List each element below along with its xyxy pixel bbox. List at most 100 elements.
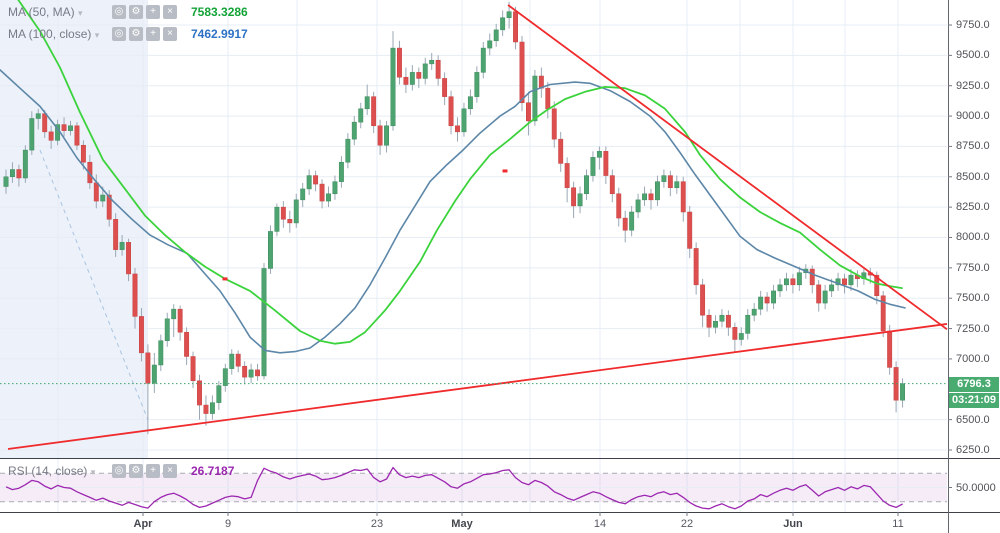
indicator-value: 26.7187 (191, 464, 235, 478)
candle-body (10, 169, 15, 178)
close-icon[interactable]: × (163, 5, 177, 19)
indicator-label[interactable]: MA (100, close) ▾ (8, 27, 100, 41)
candle-body (719, 314, 725, 322)
candle-body (106, 194, 112, 220)
candle-body (551, 108, 557, 140)
candle-body (151, 364, 157, 384)
indicator-toolbar: ◎ ⚙ + × (112, 27, 177, 41)
close-icon[interactable]: × (163, 464, 177, 478)
visibility-icon[interactable]: ◎ (112, 5, 126, 19)
candle-body (203, 404, 209, 414)
candle-body (42, 113, 48, 133)
candle-body (706, 314, 712, 328)
price-axis-label: 8750.0 (956, 140, 990, 153)
time-axis-label: Apr (133, 518, 153, 530)
settings-icon[interactable]: ⚙ (129, 27, 143, 41)
candle-body (848, 274, 854, 286)
candle-body (693, 248, 699, 286)
candle-body (171, 308, 177, 320)
candle-body (480, 47, 486, 73)
rsi-line (5, 466, 903, 510)
candle-body (622, 217, 628, 231)
legend-row-ma50: MA (50, MA) ▾ ◎ ⚙ + × 7583.3286 (8, 4, 248, 20)
candle-body (177, 308, 183, 333)
candle-body (564, 163, 570, 188)
trendline[interactable] (7, 323, 948, 450)
price-axis-label: 7750.0 (956, 261, 990, 274)
trendline[interactable] (507, 4, 948, 331)
candle-body (35, 113, 41, 119)
price-axis-label: 9250.0 (956, 79, 990, 92)
candle-body (603, 151, 609, 176)
candle-body (242, 365, 248, 378)
candle-body (874, 274, 880, 297)
candle-body (571, 187, 577, 207)
time-axis-label: 11 (892, 518, 904, 530)
candle-body (545, 87, 551, 110)
candle-body (377, 125, 383, 146)
ma50-line (17, 0, 903, 345)
add-icon[interactable]: + (146, 27, 160, 41)
candle-body (596, 151, 602, 158)
visibility-icon[interactable]: ◎ (112, 27, 126, 41)
candle-body (222, 368, 228, 386)
candle-body (358, 108, 364, 123)
candle-body (158, 340, 164, 366)
candle-body (416, 72, 422, 79)
candle-body (667, 175, 673, 188)
candle-body (132, 273, 138, 317)
candle-body (345, 138, 351, 163)
ma100-line (0, 69, 906, 354)
candle-body (113, 219, 119, 250)
time-axis-label: Jun (783, 518, 803, 530)
candle-body (822, 290, 828, 304)
candle-body (590, 157, 596, 176)
marker-artifact (222, 277, 228, 281)
candle-body (448, 96, 454, 127)
candle-body (751, 308, 757, 316)
candle-body (829, 284, 835, 292)
candle-body (229, 353, 235, 369)
candle-body (809, 268, 815, 286)
price-axis-label: 9750.0 (956, 19, 990, 31)
dashed-trendline[interactable] (39, 149, 149, 421)
candle-body (880, 295, 886, 332)
price-axis-label: 7250.0 (956, 322, 990, 335)
candle-body (532, 75, 538, 122)
candle-body (790, 278, 796, 286)
indicator-value: 7462.9917 (191, 27, 248, 41)
settings-icon[interactable]: ⚙ (129, 5, 143, 19)
candle-body (784, 278, 789, 286)
candle-body (506, 11, 512, 18)
candle-body (261, 268, 267, 377)
candle-body (268, 231, 273, 269)
add-icon[interactable]: + (146, 5, 160, 19)
indicator-label[interactable]: RSI (14, close) ▾ (8, 464, 96, 478)
candle-body (332, 181, 338, 195)
countdown-badge: 03:21:09 (949, 393, 999, 409)
close-icon[interactable]: × (163, 27, 177, 41)
add-icon[interactable]: + (146, 464, 160, 478)
candle-body (887, 330, 893, 368)
candle-body (680, 181, 686, 213)
indicator-label[interactable]: MA (50, MA) ▾ (8, 5, 83, 19)
candle-body (732, 327, 738, 340)
candle-body (642, 193, 647, 201)
candle-body (16, 169, 22, 179)
time-axis-label: 23 (370, 518, 384, 530)
candle-body (635, 199, 641, 213)
candle-body (48, 131, 54, 141)
candle-body (648, 193, 654, 201)
candle-body (80, 144, 86, 163)
price-axis-label: 7500.0 (956, 292, 990, 305)
last-price-badge: 6796.3 (949, 376, 999, 392)
candle-body (313, 175, 319, 185)
candle-body (280, 206, 286, 220)
candle-body (235, 353, 241, 367)
candle-body (487, 40, 493, 49)
visibility-icon[interactable]: ◎ (112, 464, 126, 478)
price-axis-label: 9500.0 (956, 49, 990, 62)
settings-icon[interactable]: ⚙ (129, 464, 143, 478)
candle-body (306, 175, 312, 190)
